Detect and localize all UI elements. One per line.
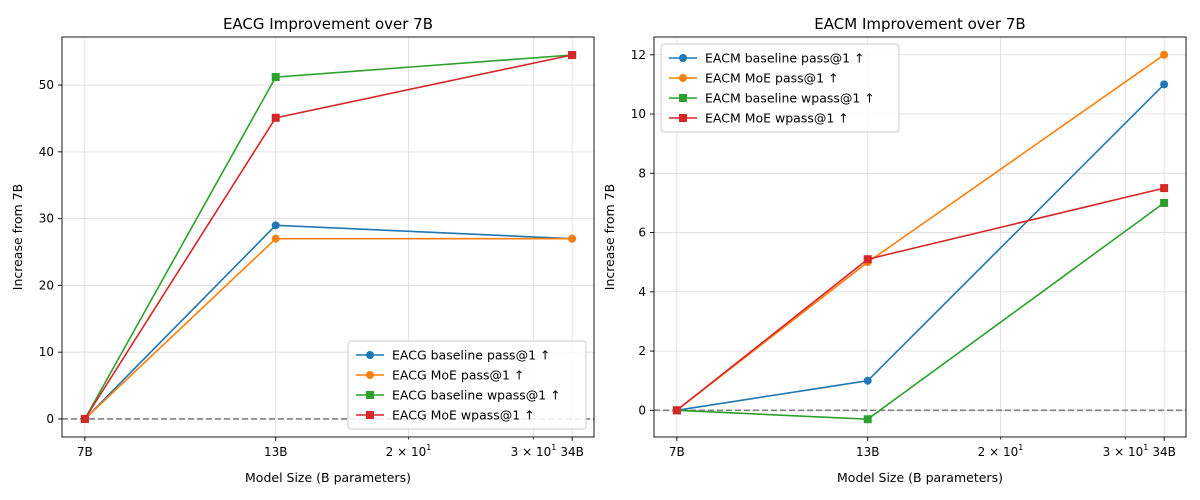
tick-exponent: 1	[1143, 443, 1148, 452]
legend-item: EACG MoE wpass@1 ↑	[356, 408, 535, 423]
y-tick-label: 40	[39, 145, 54, 159]
tick-base: 10	[1003, 445, 1018, 459]
legend-marker	[679, 114, 687, 122]
x-minor-tick-label: 3 × 101	[511, 443, 557, 459]
legend-marker	[366, 391, 374, 399]
x-minor-tick-label: 2 × 101	[978, 443, 1024, 459]
tick-exponent: 1	[1018, 443, 1023, 452]
data-point	[672, 406, 681, 415]
legend-label: EACM baseline wpass@1 ↑	[705, 91, 875, 106]
tick-base: 10	[1128, 445, 1143, 459]
tick-base: 10	[411, 445, 426, 459]
series-line-4	[676, 187, 1165, 411]
tick-exponent: 1	[426, 443, 431, 452]
y-tick-label: 12	[631, 48, 646, 62]
legend-label: EACM baseline pass@1 ↑	[705, 51, 865, 66]
y-tick-label: 20	[39, 278, 54, 292]
x-tick-label: 34B	[560, 445, 584, 459]
x-tick-label: 34B	[1152, 445, 1176, 459]
series-line-3	[676, 202, 1165, 421]
legend: EACM baseline pass@1 ↑ EACM MoE pass@1 ↑ E…	[660, 43, 900, 133]
y-tick-label: 4	[638, 285, 646, 299]
y-tick-label: 6	[638, 226, 646, 240]
x-tick-label: 7B	[669, 445, 685, 459]
legend-item: EACM MoE wpass@1 ↑	[669, 111, 849, 126]
legend-label: EACG MoE pass@1 ↑	[392, 368, 524, 383]
legend-marker	[679, 74, 687, 82]
tick-times: ×	[985, 445, 1003, 459]
data-point	[863, 376, 872, 385]
y-axis-label: Increase from 7B	[10, 184, 25, 290]
chart-title: EACG Improvement over 7B	[223, 15, 433, 33]
legend-label: EACG baseline pass@1 ↑	[392, 348, 550, 363]
legend-label: EACM MoE wpass@1 ↑	[705, 111, 849, 126]
legend-box	[347, 340, 587, 430]
data-point	[271, 73, 280, 82]
legend-marker	[366, 371, 374, 379]
tick-times: ×	[518, 445, 536, 459]
y-axis-label: Increase from 7B	[602, 184, 617, 290]
data-point	[863, 255, 872, 264]
legend-item: EACG MoE pass@1 ↑	[356, 368, 524, 383]
y-tick-label: 0	[638, 403, 646, 417]
data-point	[271, 221, 280, 230]
y-tick-label: 10	[631, 107, 646, 121]
data-point	[1160, 50, 1169, 59]
x-tick-label: 13B	[264, 445, 288, 459]
data-point	[568, 234, 577, 243]
legend-marker	[679, 94, 687, 102]
y-tick-label: 2	[638, 344, 646, 358]
legend-item: EACM baseline pass@1 ↑	[669, 51, 865, 66]
legend-item: EACG baseline wpass@1 ↑	[356, 388, 561, 403]
tick-times: ×	[1110, 445, 1128, 459]
data-point	[1160, 184, 1169, 193]
y-tick-label: 30	[39, 212, 54, 226]
legend-marker	[366, 411, 374, 419]
x-minor-tick-label: 3 × 101	[1103, 443, 1149, 459]
chart-title: EACM Improvement over 7B	[814, 15, 1025, 33]
data-point	[80, 414, 89, 423]
legend-marker	[366, 351, 374, 359]
axes-frame	[61, 36, 595, 438]
data-point	[568, 51, 577, 60]
y-tick-label: 50	[39, 78, 54, 92]
axes-frame	[653, 36, 1187, 438]
legend-box	[660, 43, 900, 133]
legend-label: EACG MoE wpass@1 ↑	[392, 408, 535, 423]
legend-item: EACM baseline wpass@1 ↑	[669, 91, 875, 106]
y-tick-label: 10	[39, 345, 54, 359]
legend: EACG baseline pass@1 ↑ EACG MoE pass@1 ↑ E…	[347, 340, 587, 430]
data-point	[271, 234, 280, 243]
legend-item: EACG baseline pass@1 ↑	[356, 348, 550, 363]
tick-exponent: 1	[551, 443, 556, 452]
legend-marker	[679, 54, 687, 62]
y-tick-label: 0	[46, 412, 54, 426]
data-point	[1160, 198, 1169, 207]
legend-label: EACM MoE pass@1 ↑	[705, 71, 839, 86]
data-point	[863, 415, 872, 424]
tick-mantissa: 2	[978, 445, 986, 459]
x-tick-label: 13B	[856, 445, 880, 459]
data-point	[271, 113, 280, 122]
y-tick-label: 8	[638, 166, 646, 180]
x-tick-label: 7B	[77, 445, 93, 459]
tick-mantissa: 3	[511, 445, 519, 459]
x-minor-tick-label: 2 × 101	[386, 443, 432, 459]
legend-item: EACM MoE pass@1 ↑	[669, 71, 839, 86]
tick-mantissa: 2	[386, 445, 394, 459]
tick-mantissa: 3	[1103, 445, 1111, 459]
legend-label: EACG baseline wpass@1 ↑	[392, 388, 561, 403]
x-axis-label: Model Size (B parameters)	[245, 470, 411, 485]
data-point	[1160, 80, 1169, 89]
tick-base: 10	[536, 445, 551, 459]
x-axis-label: Model Size (B parameters)	[837, 470, 1003, 485]
tick-times: ×	[393, 445, 411, 459]
